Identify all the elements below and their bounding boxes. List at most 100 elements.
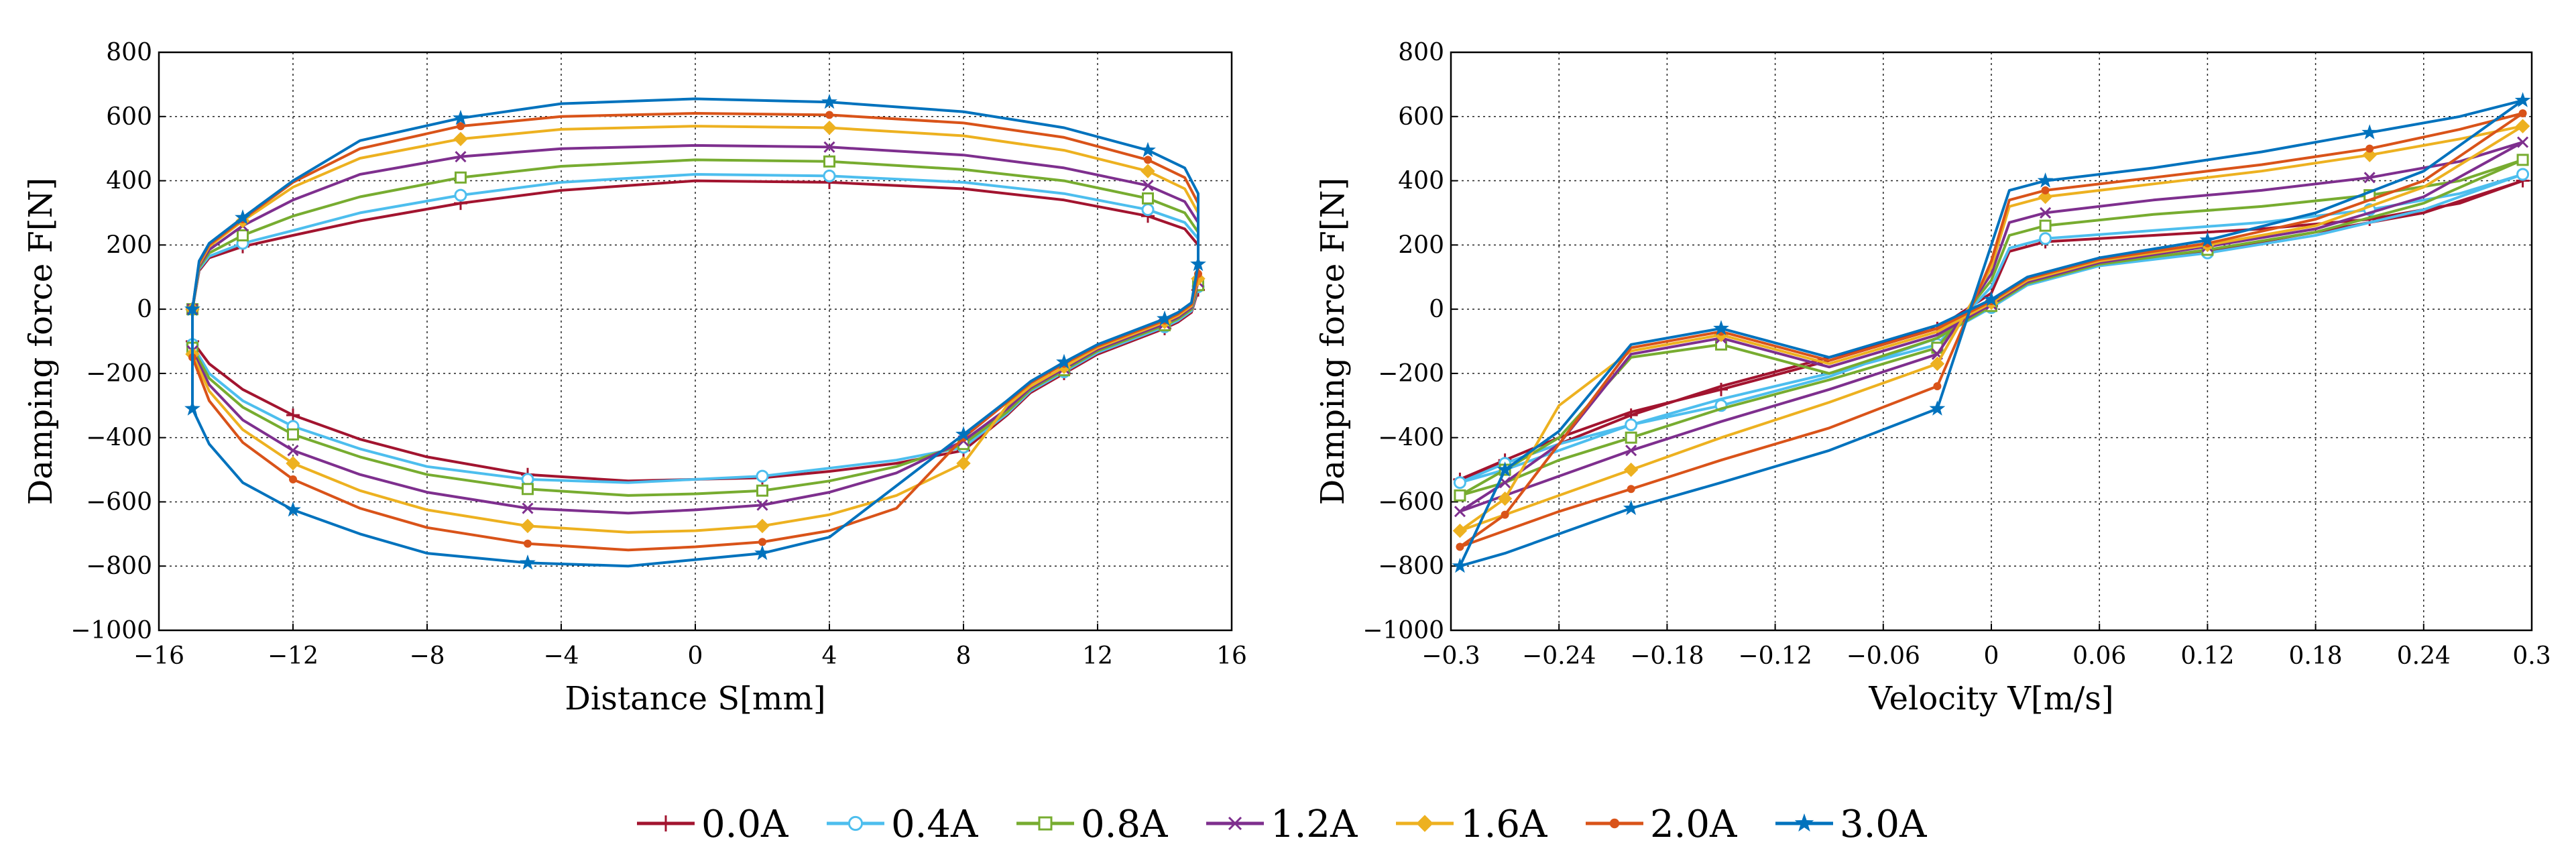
data-point-marker — [184, 400, 200, 416]
data-point-marker — [2039, 232, 2052, 245]
data-point-marker — [455, 151, 467, 163]
data-point-marker — [520, 518, 535, 534]
data-point-marker — [1456, 542, 1464, 551]
data-point-marker — [237, 229, 249, 241]
data-point-marker-shape — [2199, 231, 2216, 247]
data-point-marker — [1627, 485, 1635, 494]
x-tick-label: 0.18 — [2289, 642, 2343, 670]
series-line — [1458, 99, 2524, 568]
series-line — [191, 112, 1199, 552]
data-point-marker-shape — [287, 428, 299, 441]
data-point-marker — [1142, 180, 1154, 192]
data-point-marker — [2040, 207, 2052, 219]
data-point-marker-shape — [522, 483, 534, 496]
data-point-marker-shape — [755, 518, 770, 534]
x-tick-label: 0.06 — [2072, 642, 2126, 670]
legend: 0.0A 0.4A 0.8A 1.2A 1.6A 2.0A 3.0A — [637, 803, 1927, 846]
data-point-marker — [1501, 510, 1509, 519]
data-point-marker — [1452, 523, 1468, 538]
data-point-marker — [1190, 255, 1206, 272]
y-tick-label: −800 — [1378, 553, 1444, 580]
data-point-marker — [1497, 461, 1513, 477]
x-tick-label: 16 — [1216, 642, 1247, 670]
data-point-marker — [2514, 92, 2531, 107]
legend-label: 0.8A — [1081, 803, 1168, 846]
legend-marker-shape — [847, 815, 864, 831]
data-point-marker-shape — [1141, 203, 1155, 217]
data-point-marker — [287, 445, 299, 457]
data-point-marker-shape — [1933, 382, 1942, 391]
data-point-marker — [2039, 219, 2052, 232]
x-tick-label: 0.12 — [2180, 642, 2234, 670]
data-point-marker — [754, 544, 770, 561]
data-point-marker-shape — [758, 538, 766, 546]
data-point-marker-shape — [289, 475, 297, 483]
legend-marker-shape — [1228, 816, 1242, 831]
data-point-marker — [184, 300, 200, 316]
legend-item-3-0A: 3.0A — [1775, 803, 1927, 846]
y-tick-label: −600 — [86, 488, 152, 516]
y-tick-label: 0 — [1429, 296, 1444, 323]
y-tick-label: −800 — [86, 553, 152, 580]
data-point-marker-shape — [1625, 445, 1637, 457]
series-line — [1459, 173, 2524, 484]
y-tick-label: 0 — [137, 296, 152, 323]
data-point-marker-shape — [454, 188, 467, 202]
data-point-marker-shape — [756, 469, 769, 483]
legend-marker — [1038, 816, 1053, 831]
data-point-marker — [1454, 489, 1466, 502]
x-tick-label: −0.18 — [1630, 642, 1704, 670]
legend-marker — [1228, 816, 1242, 831]
series-line — [191, 143, 1199, 515]
data-point-marker — [756, 499, 768, 511]
x-tick-label: 4 — [822, 642, 837, 670]
legend-marker — [1609, 818, 1620, 829]
data-point-marker — [1933, 382, 1942, 391]
series-line — [1459, 141, 2524, 513]
data-point-marker-shape — [2039, 232, 2052, 245]
data-point-marker-shape — [2361, 124, 2378, 139]
legend-label: 2.0A — [1650, 803, 1737, 846]
data-point-marker-shape — [1497, 461, 1513, 477]
data-point-marker — [524, 539, 532, 548]
data-point-marker-shape — [1453, 476, 1466, 489]
data-point-marker-shape — [520, 554, 536, 570]
data-point-marker-shape — [754, 544, 770, 561]
y-axis-label: Damping force F[N] — [1314, 178, 1352, 506]
data-point-marker — [1140, 141, 1156, 158]
data-point-marker-shape — [235, 209, 251, 225]
legend-item-0-8A: 0.8A — [1016, 803, 1168, 846]
data-point-marker-shape — [184, 400, 200, 416]
data-point-marker-shape — [1056, 353, 1072, 369]
y-tick-label: −1000 — [70, 617, 152, 644]
data-point-marker-shape — [1142, 192, 1154, 205]
data-point-marker-shape — [286, 456, 300, 471]
data-point-marker — [522, 483, 534, 496]
data-point-marker-shape — [1454, 506, 1466, 518]
data-point-marker — [286, 408, 300, 422]
data-point-marker-shape — [756, 484, 768, 497]
data-point-marker-shape — [1623, 462, 1639, 477]
x-tick-label: 8 — [956, 642, 972, 670]
data-point-marker-shape — [1623, 500, 1639, 516]
data-point-marker — [1929, 400, 1946, 416]
y-tick-label: −400 — [86, 424, 152, 452]
data-point-marker — [286, 456, 300, 471]
y-tick-label: −400 — [1378, 424, 1444, 452]
data-point-marker — [758, 538, 766, 546]
data-point-marker — [454, 188, 467, 202]
data-point-marker-shape — [524, 539, 532, 548]
series-line — [1459, 158, 2524, 497]
data-point-marker-shape — [821, 93, 837, 109]
x-axis-label: Distance S[mm] — [565, 680, 825, 717]
data-point-marker — [822, 120, 837, 135]
data-point-marker-shape — [823, 155, 835, 168]
data-point-marker — [756, 469, 769, 483]
data-point-marker — [2517, 136, 2529, 148]
data-point-marker-shape — [2037, 172, 2054, 188]
data-point-marker — [2361, 124, 2378, 139]
data-point-marker — [2515, 119, 2530, 133]
data-point-marker — [823, 141, 835, 153]
legend-marker-shape — [1038, 816, 1053, 831]
chart-velocity-force: −0.3 −0.24 −0.18 −0.12 −0.06 0 0.06 0.12 0.18 0.2… — [1314, 39, 2551, 717]
